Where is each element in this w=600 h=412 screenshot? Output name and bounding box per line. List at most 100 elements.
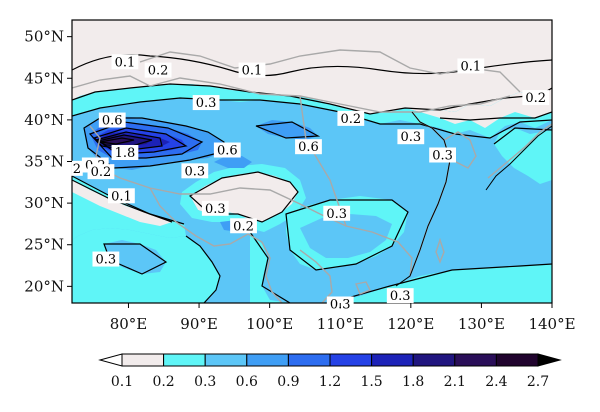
field-0-6-india: [104, 240, 166, 274]
contour-label-bg: [230, 218, 257, 234]
colorbar-label: 0.6: [236, 374, 258, 390]
contour-label: 0.6: [217, 144, 238, 159]
contour-east: [493, 127, 552, 145]
field-0-1-north: [72, 20, 552, 114]
lon-tick-label: 130°E: [458, 315, 505, 333]
contour-label: 0.1: [242, 64, 263, 79]
contour-east-coast: [439, 111, 552, 121]
lon-tick-label: 100°E: [246, 315, 293, 333]
colorbar-label: 0.9: [277, 374, 299, 390]
lon-tick-label: 110°E: [317, 315, 364, 333]
contour-label: 0.1: [460, 59, 481, 74]
colorbar-cell: [329, 353, 373, 367]
colorbar-label: 2.1: [444, 374, 466, 390]
colorbar-cell: [121, 353, 165, 367]
lat-tick-label: 20°N: [24, 277, 64, 295]
contour-label: 0.3: [390, 289, 411, 304]
contour-label-bg: [397, 129, 425, 145]
boundary-china-west: [89, 125, 321, 215]
contour-0-3-south: [249, 231, 291, 303]
boundary-myanmar: [261, 241, 283, 303]
field-0-3-north: [72, 84, 552, 138]
contour-0-3-north: [72, 97, 552, 139]
contour-label: 0.2: [340, 112, 361, 127]
colorbar-cell: [495, 353, 539, 367]
lat-tick-label: 45°N: [24, 69, 64, 87]
contour-label-bg: [108, 188, 135, 204]
colorbar-label: 2.7: [527, 374, 549, 390]
colorbar-label: 1.5: [360, 374, 382, 390]
field-0-1-west: [72, 180, 172, 226]
lon-tick-label: 120°E: [387, 315, 434, 333]
contour-label-bg: [144, 62, 172, 78]
contour-label-bg: [201, 200, 229, 216]
boundary-china-north: [149, 77, 511, 113]
boundary-china-south: [319, 213, 413, 277]
contour-label: 0.6: [298, 140, 319, 155]
contour-label: 0.3: [432, 149, 453, 164]
colorbar-cell: [454, 353, 497, 367]
longitude-axis: 80°E 90°E 100°E 110°E 120°E 130°E 140°E: [110, 303, 576, 333]
contour-label-bg: [337, 110, 365, 126]
contour-label-bg: [295, 139, 322, 155]
colorbar-cell-high: [537, 353, 562, 367]
colorbar-cell: [371, 353, 414, 367]
contour-label-bg: [213, 142, 241, 158]
contour-label-bg: [92, 251, 120, 267]
contour-label-bg: [98, 112, 126, 128]
contour-label: 0.3: [326, 207, 347, 222]
contour-2-1: [99, 137, 135, 145]
coast-japan: [485, 125, 552, 191]
colorbar-cell: [412, 353, 456, 367]
contour-0-1-west: [72, 179, 173, 223]
contour-label-bg: [71, 160, 83, 176]
contour-label: 0.3: [196, 96, 217, 111]
contour-qaidam: [255, 121, 321, 139]
contour-label: 0.3: [400, 130, 421, 145]
contour-1-5: [94, 131, 163, 151]
lat-tick-label: 50°N: [24, 28, 64, 46]
contour-label-bg: [111, 54, 139, 70]
field-0-6-seasia: [300, 214, 392, 258]
lat-tick-label: 30°N: [24, 194, 64, 212]
contour-0-3-southwest: [185, 235, 221, 303]
colorbar-label: 2.4: [485, 374, 507, 390]
colorbar-cell: [163, 353, 206, 367]
lat-tick-label: 35°N: [24, 153, 64, 171]
boundary-india: [149, 187, 263, 247]
coast-east-china: [395, 111, 451, 287]
contour-label-bg: [386, 288, 414, 304]
contour-label: 0.2: [148, 64, 169, 79]
boundary-hainan: [355, 281, 371, 295]
contour-labels: 0.1 0.2 0.1 0.1 0.2 0.3 0.2 0.6 0.3 0.6 0.6 1.8 0.3 0…: [71, 54, 550, 312]
contour-1-8: [96, 134, 153, 147]
contour-label: 0.1: [115, 55, 136, 70]
coastlines: [395, 111, 552, 287]
boundary-indochina: [299, 249, 333, 303]
boundary-inner: [299, 95, 347, 227]
contour-label-bg: [87, 164, 115, 180]
lat-tick-label: 25°N: [24, 236, 64, 254]
lat-tick-label: 40°N: [24, 111, 64, 129]
lon-tick-label: 90°E: [180, 315, 218, 333]
lon-tick-label: 140°E: [528, 315, 575, 333]
contour-label-bg: [457, 58, 485, 74]
contour-label-bg: [181, 163, 209, 179]
contour-label-bg: [192, 95, 220, 111]
contour-label: 0.2: [91, 165, 112, 180]
contour-label: 2: [73, 162, 81, 177]
contour-label-bg: [522, 90, 550, 106]
field-0-9-small: [214, 156, 252, 168]
colorbar: 0.1 0.2 0.3 0.6 0.9 1.2 1.5 1.8 2.1 2.4 2.7: [98, 353, 562, 390]
colorbar-cell: [246, 353, 289, 367]
contour-label-bg: [429, 147, 456, 163]
contour-label: 0.3: [96, 253, 117, 268]
contour-seasia: [285, 199, 409, 271]
field-0-2-east: [420, 88, 552, 128]
contour-label-bg: [323, 205, 351, 221]
contour-0-2-west: [72, 175, 185, 225]
field-0-3-south: [250, 232, 552, 303]
boundary-japan: [487, 123, 552, 179]
contour-label: 0.6: [102, 114, 123, 129]
